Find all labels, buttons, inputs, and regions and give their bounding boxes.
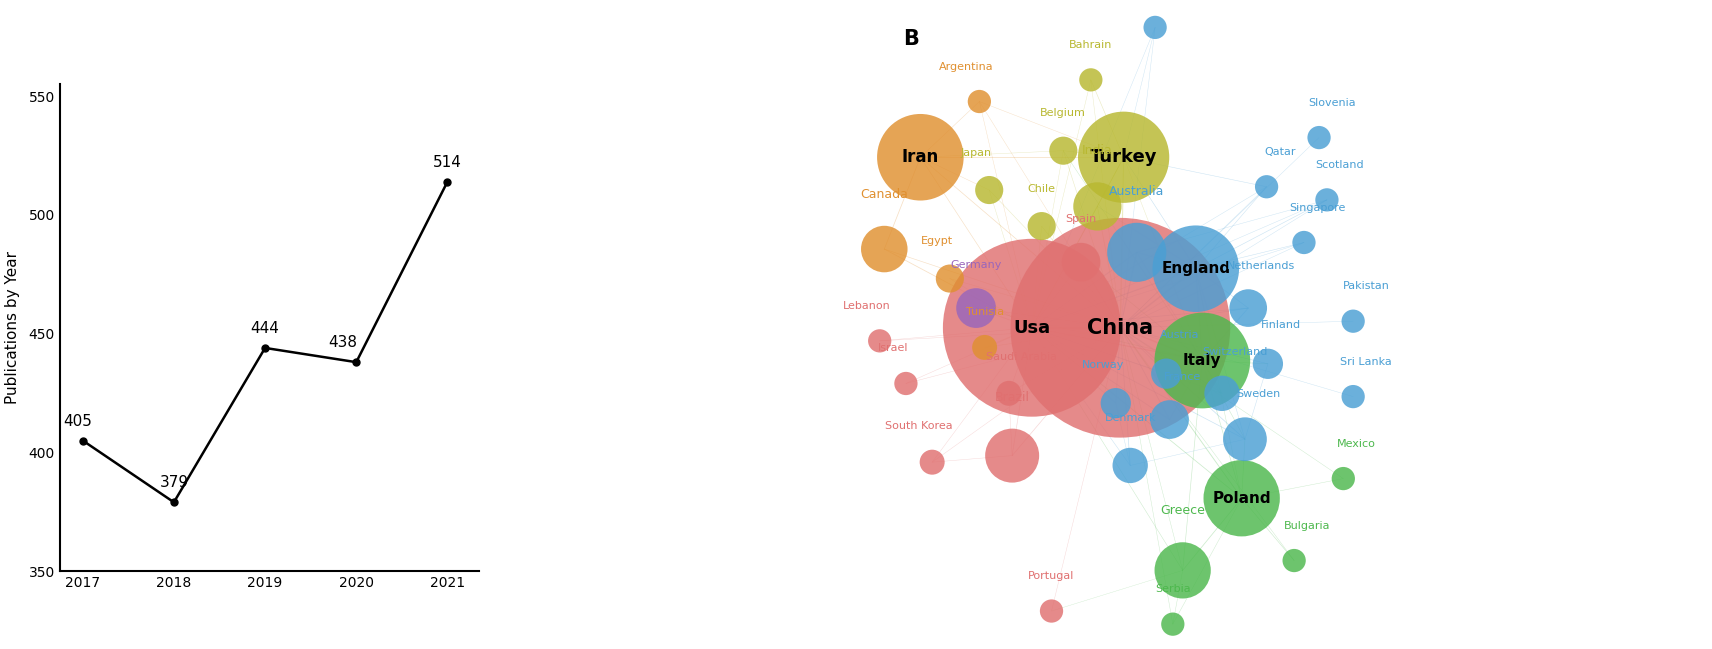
Circle shape (894, 372, 918, 395)
Circle shape (1204, 376, 1239, 411)
Circle shape (1113, 448, 1147, 483)
Circle shape (1204, 460, 1281, 537)
Circle shape (984, 428, 1039, 483)
Text: Pakistan: Pakistan (1342, 281, 1390, 291)
Text: Canada: Canada (861, 188, 909, 201)
Text: Mexico: Mexico (1337, 439, 1376, 448)
Text: Portugal: Portugal (1029, 571, 1075, 581)
Text: Greece: Greece (1161, 504, 1205, 517)
Text: 514: 514 (433, 155, 462, 170)
Circle shape (936, 265, 964, 293)
Text: Belgium: Belgium (1041, 108, 1085, 118)
Circle shape (1308, 126, 1330, 149)
Text: Egypt: Egypt (921, 236, 954, 246)
Text: 438: 438 (329, 336, 358, 350)
Circle shape (1342, 385, 1364, 408)
Text: B: B (902, 29, 919, 49)
Circle shape (868, 329, 892, 352)
Circle shape (976, 176, 1003, 204)
Text: Argentina: Argentina (938, 62, 993, 71)
Circle shape (1049, 137, 1077, 165)
Circle shape (1073, 182, 1121, 230)
Circle shape (1255, 175, 1279, 199)
Text: Chile: Chile (1027, 184, 1056, 193)
Circle shape (1229, 289, 1267, 327)
Text: Sweden: Sweden (1236, 389, 1281, 399)
Circle shape (919, 450, 945, 474)
Text: Israel: Israel (878, 343, 907, 354)
Circle shape (1342, 310, 1364, 333)
Text: 405: 405 (63, 413, 92, 428)
Text: Italy: Italy (1183, 353, 1222, 368)
Circle shape (1154, 543, 1210, 598)
Text: Scotland: Scotland (1317, 160, 1364, 170)
Text: Bahrain: Bahrain (1070, 40, 1113, 50)
Text: Slovenia: Slovenia (1308, 97, 1356, 108)
Circle shape (1061, 243, 1101, 282)
Circle shape (1282, 549, 1306, 572)
Circle shape (877, 114, 964, 201)
Circle shape (996, 381, 1022, 406)
Text: Serbia: Serbia (1156, 584, 1190, 594)
Text: Iran: Iran (902, 148, 938, 166)
Circle shape (1079, 112, 1169, 203)
Circle shape (957, 288, 996, 328)
Circle shape (1144, 16, 1168, 39)
Text: Sri Lanka: Sri Lanka (1340, 356, 1392, 367)
Text: 379: 379 (159, 475, 188, 491)
Circle shape (1253, 349, 1282, 379)
Text: Qatar: Qatar (1263, 147, 1296, 157)
Circle shape (972, 335, 996, 360)
Text: Denmark: Denmark (1104, 413, 1156, 423)
Circle shape (1027, 212, 1056, 240)
Text: China: China (1087, 318, 1154, 337)
Text: Switzerland: Switzerland (1202, 347, 1269, 358)
Text: England: England (1161, 262, 1231, 276)
Text: Germany: Germany (950, 260, 1002, 270)
Text: Netherlands: Netherlands (1228, 261, 1296, 271)
Circle shape (1332, 467, 1354, 490)
Text: Usa: Usa (1014, 319, 1051, 337)
Text: Norway: Norway (1082, 360, 1123, 370)
Circle shape (1152, 225, 1239, 312)
Circle shape (1150, 400, 1188, 439)
Y-axis label: Publications by Year: Publications by Year (5, 251, 21, 404)
Text: Poland: Poland (1212, 491, 1270, 506)
Text: Austria: Austria (1159, 330, 1198, 340)
Text: Saudi Arabia: Saudi Arabia (986, 352, 1058, 362)
Circle shape (1315, 188, 1339, 212)
Text: Lebanon: Lebanon (842, 301, 890, 311)
Text: Turkey: Turkey (1091, 148, 1157, 166)
Circle shape (1079, 68, 1103, 92)
Circle shape (1161, 613, 1185, 636)
Circle shape (861, 226, 907, 273)
Text: Spain: Spain (1065, 214, 1097, 225)
Text: Australia: Australia (1109, 185, 1164, 198)
Circle shape (1222, 417, 1267, 461)
Text: Brazil: Brazil (995, 391, 1029, 404)
Circle shape (1108, 223, 1166, 282)
Circle shape (943, 239, 1121, 417)
Text: Finland: Finland (1262, 321, 1301, 330)
Text: Japan: Japan (960, 147, 991, 158)
Circle shape (1039, 600, 1063, 622)
Circle shape (1010, 218, 1231, 437)
Text: 444: 444 (250, 321, 279, 336)
Circle shape (967, 90, 991, 113)
Text: France: France (1164, 372, 1202, 382)
Circle shape (1154, 313, 1250, 408)
Circle shape (1293, 231, 1315, 254)
Text: South Korea: South Korea (885, 421, 954, 432)
Text: Singapore: Singapore (1289, 202, 1346, 212)
Circle shape (1150, 358, 1181, 389)
Text: India: India (1082, 144, 1113, 157)
Text: Tunisia: Tunisia (966, 306, 1003, 317)
Circle shape (1101, 388, 1132, 419)
Text: Bulgaria: Bulgaria (1284, 520, 1330, 530)
